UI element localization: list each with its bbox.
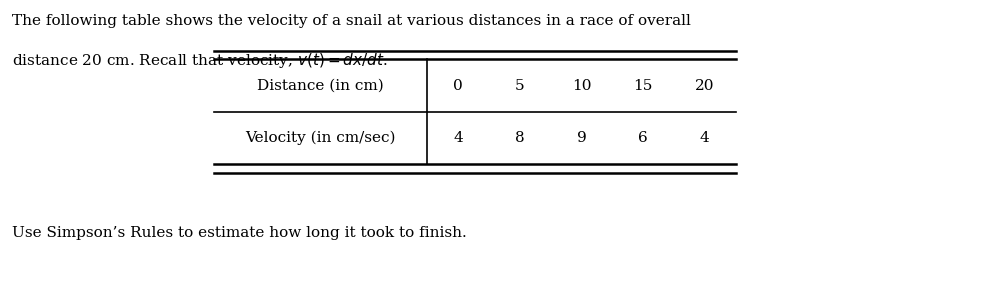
Text: The following table shows the velocity of a snail at various distances in a race: The following table shows the velocity o…	[12, 14, 691, 28]
Text: 10: 10	[572, 79, 591, 93]
Text: 15: 15	[633, 79, 653, 93]
Text: 5: 5	[515, 79, 525, 93]
Text: Velocity (in cm/sec): Velocity (in cm/sec)	[246, 131, 396, 145]
Text: Distance (in cm): Distance (in cm)	[257, 79, 384, 93]
Text: 9: 9	[577, 131, 586, 145]
Text: 0: 0	[453, 79, 463, 93]
Text: 4: 4	[700, 131, 710, 145]
Text: 8: 8	[515, 131, 525, 145]
Text: distance 20 cm. Recall that velocity, $v(t) = dx/dt$.: distance 20 cm. Recall that velocity, $v…	[12, 51, 388, 70]
Text: 4: 4	[453, 131, 463, 145]
Text: 6: 6	[638, 131, 648, 145]
Text: 20: 20	[695, 79, 715, 93]
Text: Use Simpson’s Rules to estimate how long it took to finish.: Use Simpson’s Rules to estimate how long…	[12, 226, 466, 240]
